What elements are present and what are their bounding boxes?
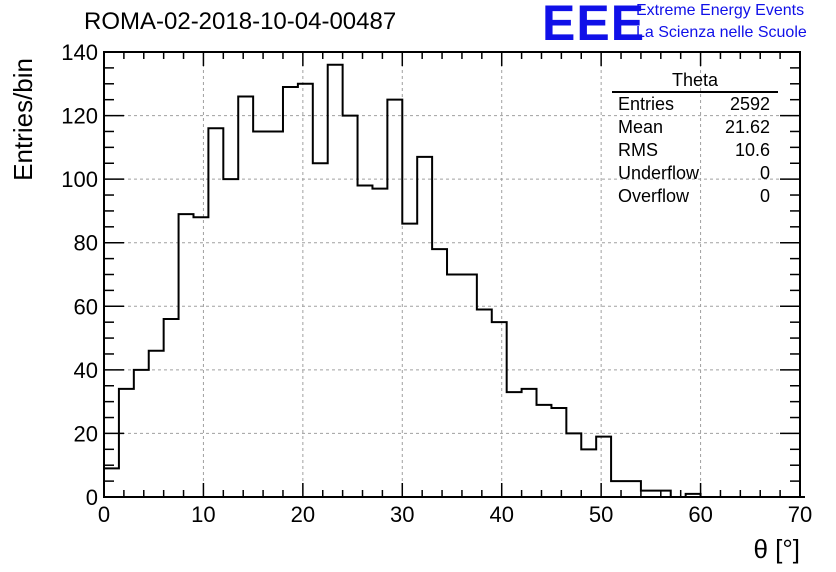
y-tick-label: 20 — [74, 421, 98, 446]
x-tick-label: 40 — [489, 502, 513, 527]
stats-value: 10.6 — [734, 140, 770, 160]
stats-rows: Entries 2592 Mean 21.62 RMS 10.6 Underflow 0 Ove… — [612, 93, 778, 208]
x-tick-label: 30 — [390, 502, 414, 527]
x-tick-label: 50 — [589, 502, 613, 527]
y-tick-label: 120 — [61, 104, 98, 129]
grid-lines — [104, 52, 800, 497]
stats-label: RMS — [618, 140, 658, 160]
y-tick-label: 80 — [74, 231, 98, 256]
logo-line-2: La Scienza nelle Scuole — [636, 24, 807, 41]
y-tick-label: 60 — [74, 294, 98, 319]
stats-row-mean: Mean 21.62 — [612, 116, 778, 139]
stats-title: Theta — [612, 70, 778, 93]
stats-row-underflow: Underflow 0 — [612, 162, 778, 185]
eee-logo: EEE — [542, 0, 646, 51]
axis-ticks — [103, 51, 801, 498]
x-tick-labels: 0 10 20 30 40 50 60 70 — [98, 502, 812, 527]
stats-box: Theta Entries 2592 Mean 21.62 RMS 10.6 Underfl… — [612, 70, 778, 208]
y-tick-label: 100 — [61, 167, 98, 192]
x-tick-label: 70 — [788, 502, 812, 527]
stats-label: Entries — [618, 94, 675, 114]
logo-line-1: Extreme Energy Events — [636, 2, 805, 19]
x-tick-label: 60 — [688, 502, 712, 527]
stats-label: Mean — [618, 117, 664, 137]
stats-row-rms: RMS 10.6 — [612, 139, 778, 162]
stats-value: 2592 — [729, 94, 770, 114]
chart-title: ROMA-02-2018-10-04-00487 — [84, 8, 397, 35]
x-tick-label: 0 — [98, 502, 110, 527]
stats-value: 0 — [759, 186, 770, 206]
stats-row-entries: Entries 2592 — [612, 93, 778, 116]
x-tick-label: 10 — [191, 502, 215, 527]
stats-label: Underflow — [618, 163, 700, 183]
stats-value: 21.62 — [724, 117, 770, 137]
y-axis-label: Entries/bin — [8, 58, 38, 181]
stats-row-overflow: Overflow 0 — [612, 185, 778, 208]
stats-value: 0 — [759, 163, 770, 183]
stats-label: Overflow — [618, 186, 690, 206]
x-axis-label: θ [°] — [753, 534, 800, 564]
y-tick-label: 0 — [86, 485, 98, 510]
y-tick-labels: 0 20 40 60 80 100 120 140 — [61, 40, 98, 510]
x-tick-label: 20 — [291, 502, 315, 527]
y-tick-label: 40 — [74, 358, 98, 383]
y-tick-label: 140 — [61, 40, 98, 65]
